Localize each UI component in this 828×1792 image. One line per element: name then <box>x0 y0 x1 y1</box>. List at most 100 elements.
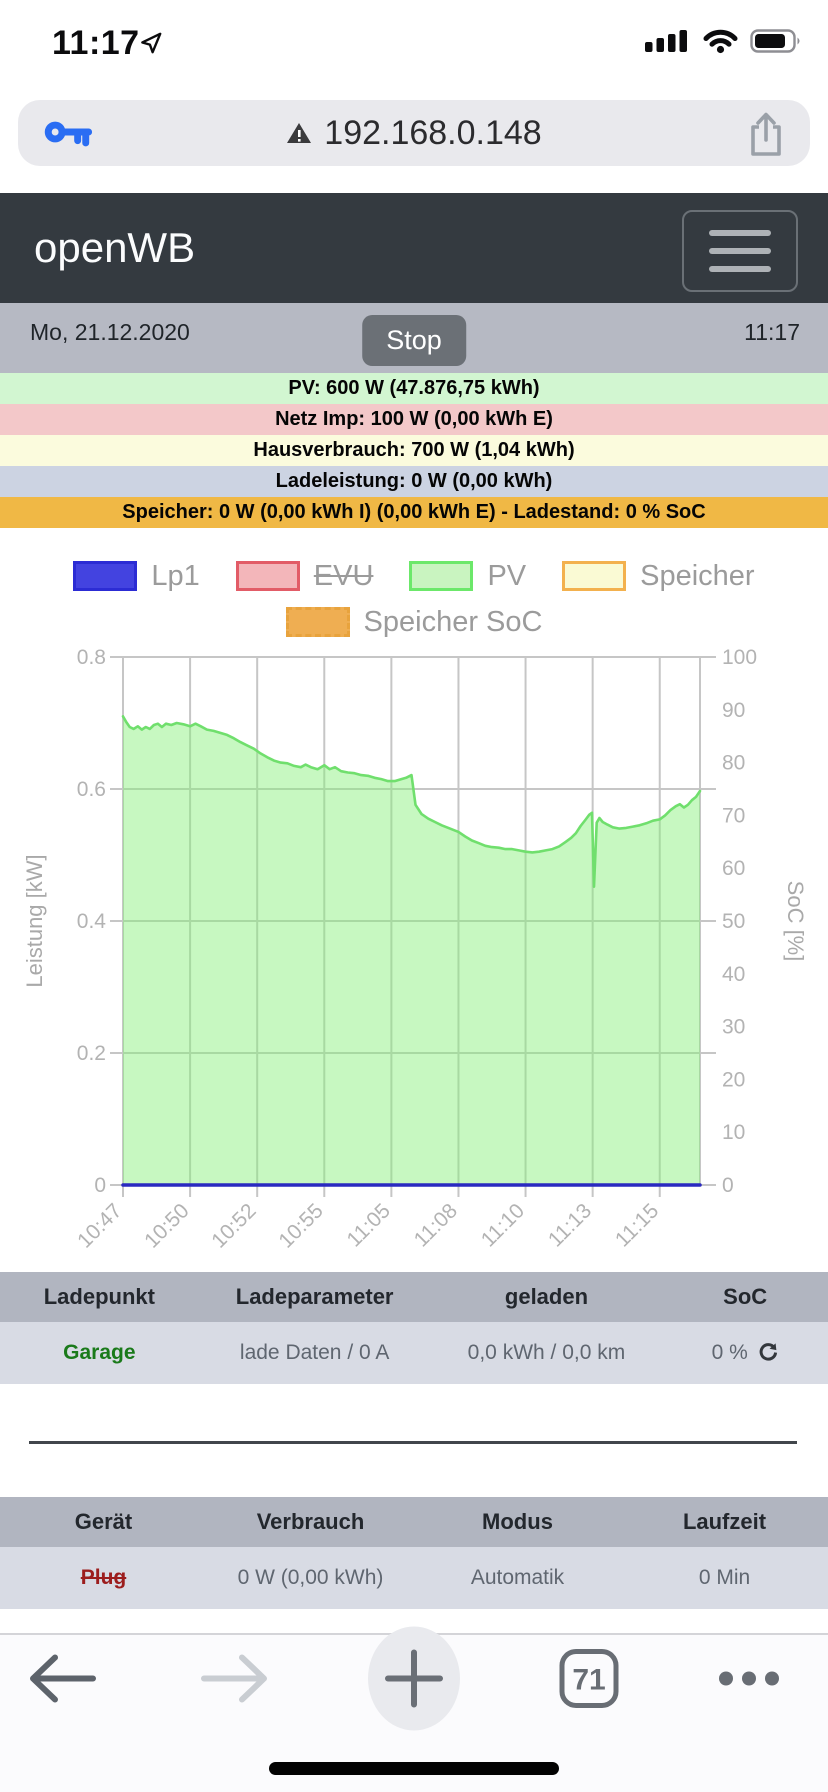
table-cell: lade Daten / 0 A <box>199 1341 431 1365</box>
x-tick: 10:52 <box>207 1199 260 1252</box>
y-left-tick: 0.8 <box>77 646 106 669</box>
y-right-tick: 60 <box>722 857 745 880</box>
password-key-icon[interactable] <box>44 117 94 152</box>
y-right-tick: 10 <box>722 1121 745 1144</box>
date-label: Mo, 21.12.2020 <box>30 318 190 345</box>
legend-label: EVU <box>313 559 374 592</box>
status-row-speicher: Speicher: 0 W (0,00 kWh I) (0,00 kWh E) … <box>0 497 828 528</box>
home-indicator[interactable] <box>269 1762 559 1775</box>
x-tick: 11:13 <box>544 1199 596 1251</box>
legend-item-speicher-soc[interactable]: Speicher SoC <box>285 605 543 639</box>
tabs-button[interactable]: 71 <box>555 1645 623 1718</box>
x-tick: 11:15 <box>611 1199 663 1251</box>
y-left-tick: 0.4 <box>77 910 107 933</box>
y-right-tick: 30 <box>722 1016 745 1039</box>
address-bar[interactable]: 192.168.0.148 <box>18 100 810 166</box>
cell-text: 0 % <box>711 1341 748 1364</box>
table-row: Garage lade Daten / 0 A 0,0 kWh / 0,0 km 0 … <box>0 1322 828 1384</box>
cell-text: Plug <box>80 1566 127 1589</box>
series-area-pv <box>123 716 700 1185</box>
status-row-pv: PV: 600 W (47.876,75 kWh) <box>0 373 828 404</box>
cell-text: Automatik <box>470 1566 565 1589</box>
x-tick: 10:50 <box>140 1199 193 1252</box>
table-header-row: Gerät Verbrauch Modus Laufzeit <box>0 1497 828 1547</box>
y-right-tick: 80 <box>722 752 745 775</box>
x-tick: 11:10 <box>477 1199 529 1251</box>
battery-icon <box>750 29 800 53</box>
table-cell: Garage <box>0 1341 199 1365</box>
table-cell: 0 W (0,00 kWh) <box>207 1566 414 1590</box>
section-divider <box>29 1441 797 1444</box>
refresh-soc-icon[interactable] <box>757 1342 779 1364</box>
ios-status-bar: 11:17 <box>0 0 828 96</box>
status-time: 11:17 <box>52 24 140 62</box>
cell-text: 0 W (0,00 kWh) <box>237 1566 384 1589</box>
legend-swatch <box>235 561 300 591</box>
clock-label: 11:17 <box>744 318 800 345</box>
table-cell: 0 Min <box>621 1566 828 1590</box>
cellular-signal-icon <box>645 30 687 52</box>
back-button[interactable] <box>27 1651 99 1712</box>
x-tick: 11:05 <box>343 1199 395 1251</box>
app-header: openWB <box>0 193 828 303</box>
legend-swatch <box>562 561 627 591</box>
legend-swatch <box>73 561 138 591</box>
table-cell: 0,0 kWh / 0,0 km <box>431 1341 663 1365</box>
menu-toggle-button[interactable] <box>682 210 798 292</box>
url-area: 192.168.0.148 <box>18 100 810 166</box>
legend-item-lp1[interactable]: Lp1 <box>73 560 200 593</box>
y-right-tick: 0 <box>722 1174 734 1197</box>
chargepoint-table: Ladepunkt Ladeparameter geladen SoC Garage la… <box>0 1272 828 1384</box>
column-header: Modus <box>482 1509 553 1534</box>
new-tab-button[interactable] <box>364 1624 464 1739</box>
y-left-tick: 0.2 <box>77 1042 106 1065</box>
stop-button[interactable]: Stop <box>362 315 466 366</box>
column-header: Verbrauch <box>256 1509 365 1534</box>
wifi-icon <box>703 29 738 54</box>
column-header: Gerät <box>74 1509 133 1534</box>
y-left-tick: 0 <box>94 1174 106 1197</box>
info-bar: Mo, 21.12.2020 Stop 11:17 <box>0 303 828 373</box>
table-header-row: Ladepunkt Ladeparameter geladen SoC <box>0 1272 828 1322</box>
y-right-tick: 20 <box>722 1068 745 1091</box>
table-cell: Automatik <box>414 1566 621 1590</box>
y-left-tick: 0.6 <box>77 778 106 801</box>
series-line-pv <box>121 715 702 888</box>
forward-button[interactable] <box>198 1651 270 1712</box>
menu-ellipsis-button[interactable] <box>711 1667 787 1696</box>
share-button[interactable] <box>746 110 786 163</box>
not-secure-warning-icon <box>287 123 312 143</box>
legend-label: Speicher <box>640 559 755 592</box>
status-row-ladeleistung: Ladeleistung: 0 W (0,00 kWh) <box>0 466 828 497</box>
power-chart[interactable]: 0.8 0.6 0.4 0.2 0 100 90 80 70 60 50 40 30 20 10 0 10:47… <box>0 644 828 1277</box>
url-text: 192.168.0.148 <box>324 113 542 152</box>
y-right-tick: 50 <box>722 910 745 933</box>
y-right-tick: 70 <box>722 804 745 827</box>
column-header: Ladeparameter <box>235 1284 394 1309</box>
x-tick: 11:08 <box>410 1199 462 1251</box>
column-header: Laufzeit <box>682 1509 767 1534</box>
table-cell: 0 % <box>662 1341 828 1365</box>
y-right-tick: 40 <box>722 963 745 986</box>
device-table: Gerät Verbrauch Modus Laufzeit Plug 0 W (0,00… <box>0 1497 828 1609</box>
legend-item-pv[interactable]: PV <box>409 560 526 593</box>
status-row-netz: Netz Imp: 100 W (0,00 kWh E) <box>0 404 828 435</box>
energy-status-rows: PV: 600 W (47.876,75 kWh) Netz Imp: 100 W… <box>0 373 828 528</box>
column-header: geladen <box>504 1284 589 1309</box>
y-right-tick: 100 <box>722 646 757 669</box>
chart-legend: Lp1 EVU PV Speicher Speicher SoC <box>0 556 828 642</box>
legend-item-evu[interactable]: EVU <box>235 559 374 593</box>
legend-swatch <box>409 561 474 591</box>
app-brand[interactable]: openWB <box>34 224 196 271</box>
table-row: Plug 0 W (0,00 kWh) Automatik 0 Min <box>0 1547 828 1609</box>
y-right-tick: 90 <box>722 699 745 722</box>
column-header: SoC <box>723 1284 768 1309</box>
legend-swatch <box>285 607 350 637</box>
y-left-axis-title: Leistung [kW] <box>22 854 47 987</box>
legend-label: PV <box>487 559 527 592</box>
table-cell: Plug <box>0 1566 207 1590</box>
legend-item-speicher[interactable]: Speicher <box>562 559 755 593</box>
cell-text: Garage <box>63 1341 136 1364</box>
cell-text: 0 Min <box>698 1566 751 1589</box>
legend-label: Speicher SoC <box>363 605 543 638</box>
